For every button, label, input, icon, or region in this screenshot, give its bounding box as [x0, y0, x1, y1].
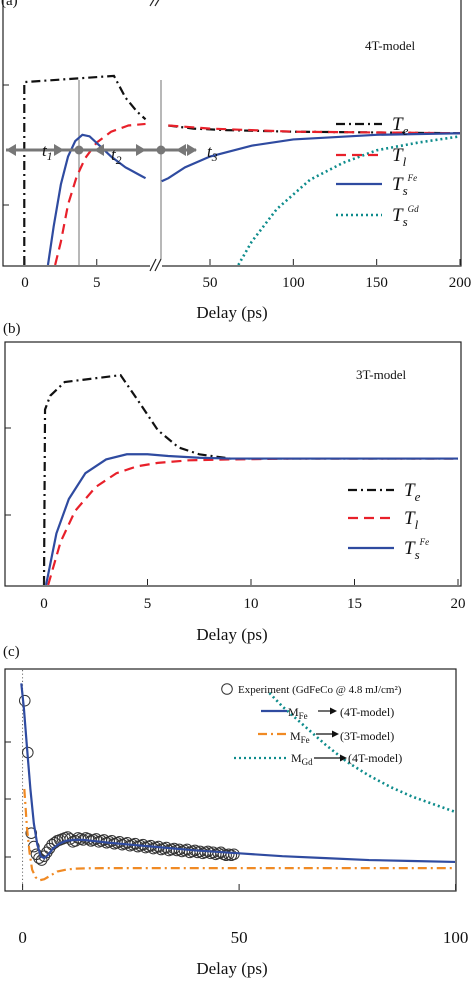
panel-c-x-tick-label: 50 [231, 928, 248, 947]
experiment-point [105, 835, 118, 847]
legend-c-1-model: (4T-model) [340, 705, 394, 719]
arrowhead-t2-right [136, 144, 146, 156]
series-TsGd-seg0 [237, 135, 460, 265]
axis-break-mark-top [154, 0, 160, 7]
panel-b-legend: Te Tl TsFe [348, 480, 429, 562]
legend-c-3-label: MGd [291, 751, 313, 767]
panel-a-frame [2, 0, 462, 267]
panel-a-x-axis: 0 5 50 100 150 200 [3, 0, 471, 291]
panel-c-label: (c) [3, 644, 20, 660]
panel-b-xlabel: Delay (ps) [196, 625, 267, 644]
interval-label-t3: t3 [207, 142, 218, 164]
series-c-MFe-2 [23, 788, 455, 882]
series-TsFe-seg0 [46, 133, 147, 265]
legend-c-2-arrow-head [332, 730, 339, 738]
interval-annotations: t1 t2 t3 [6, 141, 218, 167]
series-TsFe-seg1 [161, 132, 460, 183]
experiment-point [121, 836, 134, 849]
panel-b-x-axis: 0 5 10 15 20 [5, 427, 466, 612]
series-c-MFe-1 [20, 683, 455, 864]
experiment-point [25, 827, 38, 839]
interval-marker-t2-t3 [156, 145, 166, 155]
legend-c-3-model: (4T-model) [348, 751, 402, 765]
panel-b-x-tick-label: 20 [451, 596, 466, 612]
interval-label-t2: t2 [111, 145, 122, 167]
panel-b-x-tick-label: 10 [244, 596, 259, 612]
panel-a-legend: Te Tl TsFe TsGd [336, 114, 419, 229]
series-Te-seg0 [23, 74, 147, 265]
panel-a-x-tick-label: 200 [449, 275, 472, 291]
legend-a-2-label: TsFe [392, 173, 417, 198]
legend-a-3-label: TsGd [392, 204, 419, 229]
legend-c-3-arrow-head [340, 754, 347, 762]
panel-c-x-tick-label: 0 [18, 928, 27, 947]
legend-c-experiment-label: Experiment (GdFeCo @ 4.8 mJ/cm²) [238, 684, 402, 696]
experiment-point [90, 833, 103, 845]
axis-break-mark-bottom [154, 258, 162, 272]
panel-a-x-tick-label: 5 [93, 275, 101, 291]
panel-c-frame [4, 668, 457, 892]
panel-a-x-tick-label: 100 [282, 275, 305, 291]
series-b-Te [42, 373, 458, 585]
legend-b-2-label: TsFe [404, 537, 429, 562]
series-b-Tl [47, 457, 458, 585]
panel-a-x-tick-label: 150 [365, 275, 388, 291]
panel-c: (c) 0 50 100 Delay (ps) Experiment (GdFeCo… [3, 644, 468, 978]
arrowhead-t2-left [94, 144, 104, 156]
panel-a-series [23, 74, 460, 265]
panel-a-x-tick-label: 0 [21, 275, 29, 291]
legend-c-1-label: MFe [288, 705, 308, 721]
panel-b-x-tick-label: 0 [40, 596, 48, 612]
series-b-TsFe [44, 453, 458, 585]
axis-break-mark-bottom [149, 258, 157, 272]
interval-marker-t1-t2 [74, 145, 84, 155]
panel-c-x-axis: 0 50 100 [5, 741, 469, 947]
arrowhead-t1-right [54, 144, 64, 156]
legend-b-0-label: Te [404, 480, 421, 504]
panel-a-xlabel: Delay (ps) [196, 303, 267, 322]
panel-b-x-tick-label: 15 [347, 596, 362, 612]
legend-b-1-label: Tl [404, 508, 419, 532]
arrowhead-t3-right [187, 144, 197, 156]
panel-b-label: (b) [3, 321, 21, 337]
legend-c-experiment-marker [221, 683, 233, 695]
panel-b-model-annotation: 3T-model [356, 367, 406, 382]
panel-b-frame [4, 341, 462, 587]
panel-c-x-tick-label: 100 [443, 928, 469, 947]
panel-c-xlabel: Delay (ps) [196, 959, 267, 978]
panel-b: (b) 0 5 10 15 20 3T-model Delay (ps) Te Tl TsF… [3, 321, 466, 644]
panel-a-x-tick-label: 50 [203, 275, 218, 291]
panel-c-series [18, 683, 455, 882]
series-Tl-seg0 [54, 122, 146, 265]
legend-c-2-label: MFe [290, 729, 310, 745]
arrowhead-t1-left [6, 144, 16, 156]
axis-break-mark-top [149, 0, 155, 7]
arrowhead-t3-left [176, 144, 186, 156]
panel-c-legend: Experiment (GdFeCo @ 4.8 mJ/cm²) MFe (4T-m… [221, 683, 402, 767]
interval-label-t1: t1 [42, 141, 53, 163]
panel-a-model-annotation: 4T-model [365, 38, 415, 53]
panel-b-series [42, 373, 458, 585]
legend-c-2-model: (3T-model) [340, 729, 394, 743]
panel-b-x-tick-label: 5 [144, 596, 152, 612]
interval-guides [78, 80, 162, 265]
legend-a-1-label: Tl [392, 145, 407, 169]
legend-c-1-arrow-head [330, 707, 337, 715]
panel-a: (a) 0 5 50 100 150 200 4T-model Delay (ps) Te… [1, 0, 471, 322]
legend-a-0-label: Te [392, 114, 409, 138]
panel-a-label: (a) [1, 0, 18, 9]
experiment-point [18, 694, 31, 707]
experiment-point [98, 834, 110, 846]
experiment-point [113, 836, 126, 848]
